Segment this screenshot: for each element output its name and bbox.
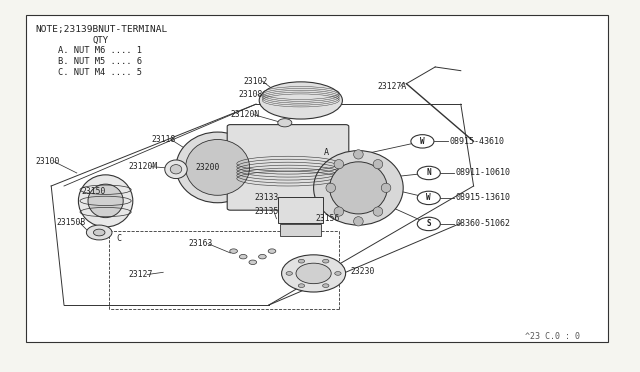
Ellipse shape [86,225,112,240]
Ellipse shape [176,132,259,203]
Ellipse shape [259,254,266,259]
Ellipse shape [334,160,344,169]
Ellipse shape [323,284,329,288]
FancyBboxPatch shape [26,15,608,342]
Ellipse shape [268,249,276,253]
Text: 23127: 23127 [128,270,152,279]
Ellipse shape [79,175,133,227]
FancyBboxPatch shape [278,197,323,223]
Text: 08911-10610: 08911-10610 [456,169,511,177]
Ellipse shape [334,207,344,216]
Ellipse shape [373,160,383,169]
Text: S: S [426,219,431,228]
Ellipse shape [373,207,383,216]
Text: ^23 C.0 : 0: ^23 C.0 : 0 [525,332,580,341]
Ellipse shape [326,183,335,193]
Ellipse shape [239,254,247,259]
Text: C. NUT M4 .... 5: C. NUT M4 .... 5 [58,68,141,77]
Ellipse shape [286,272,292,275]
Text: 23100: 23100 [35,157,60,166]
Text: A. NUT M6 .... 1: A. NUT M6 .... 1 [58,46,141,55]
Ellipse shape [249,260,257,264]
Text: 23200: 23200 [195,163,220,172]
Text: 23150: 23150 [82,187,106,196]
Text: QTY: QTY [93,36,109,45]
Text: 23135: 23135 [255,207,279,216]
Text: 23118: 23118 [152,135,176,144]
Text: 23163: 23163 [189,239,213,248]
Ellipse shape [93,229,105,236]
Ellipse shape [282,255,346,292]
Text: A: A [324,148,329,157]
Text: N: N [426,169,431,177]
Ellipse shape [335,272,341,275]
Ellipse shape [186,140,250,195]
Ellipse shape [323,259,329,263]
Text: 08915-13610: 08915-13610 [456,193,511,202]
Ellipse shape [298,284,305,288]
Circle shape [417,166,440,180]
Ellipse shape [381,183,391,193]
Text: 08360-51062: 08360-51062 [456,219,511,228]
Text: 08915-43610: 08915-43610 [449,137,504,146]
Ellipse shape [165,160,188,179]
Ellipse shape [354,150,364,159]
Text: 23108: 23108 [239,90,263,99]
Ellipse shape [170,164,182,174]
Text: NOTE;23139BNUT-TERMINAL: NOTE;23139BNUT-TERMINAL [35,25,168,34]
Circle shape [411,135,434,148]
Ellipse shape [278,119,292,127]
Text: W: W [420,137,425,146]
Ellipse shape [230,249,237,253]
Text: 23150B: 23150B [56,218,86,227]
Circle shape [417,191,440,205]
Ellipse shape [88,184,124,218]
Ellipse shape [314,151,403,225]
Text: 23102: 23102 [243,77,268,86]
Text: C: C [116,234,121,243]
Text: 23120N: 23120N [230,110,260,119]
Circle shape [417,217,440,231]
Text: 23133: 23133 [255,193,279,202]
Text: 23156: 23156 [316,214,340,223]
Ellipse shape [259,82,342,119]
Text: 23120M: 23120M [128,162,157,171]
Ellipse shape [330,162,387,214]
Ellipse shape [354,217,364,226]
Text: 23230: 23230 [351,267,375,276]
Text: 23127A: 23127A [378,82,407,91]
Ellipse shape [296,263,332,284]
FancyBboxPatch shape [227,125,349,210]
Ellipse shape [298,259,305,263]
FancyBboxPatch shape [280,224,321,236]
Text: W: W [426,193,431,202]
Text: B. NUT M5 .... 6: B. NUT M5 .... 6 [58,57,141,66]
